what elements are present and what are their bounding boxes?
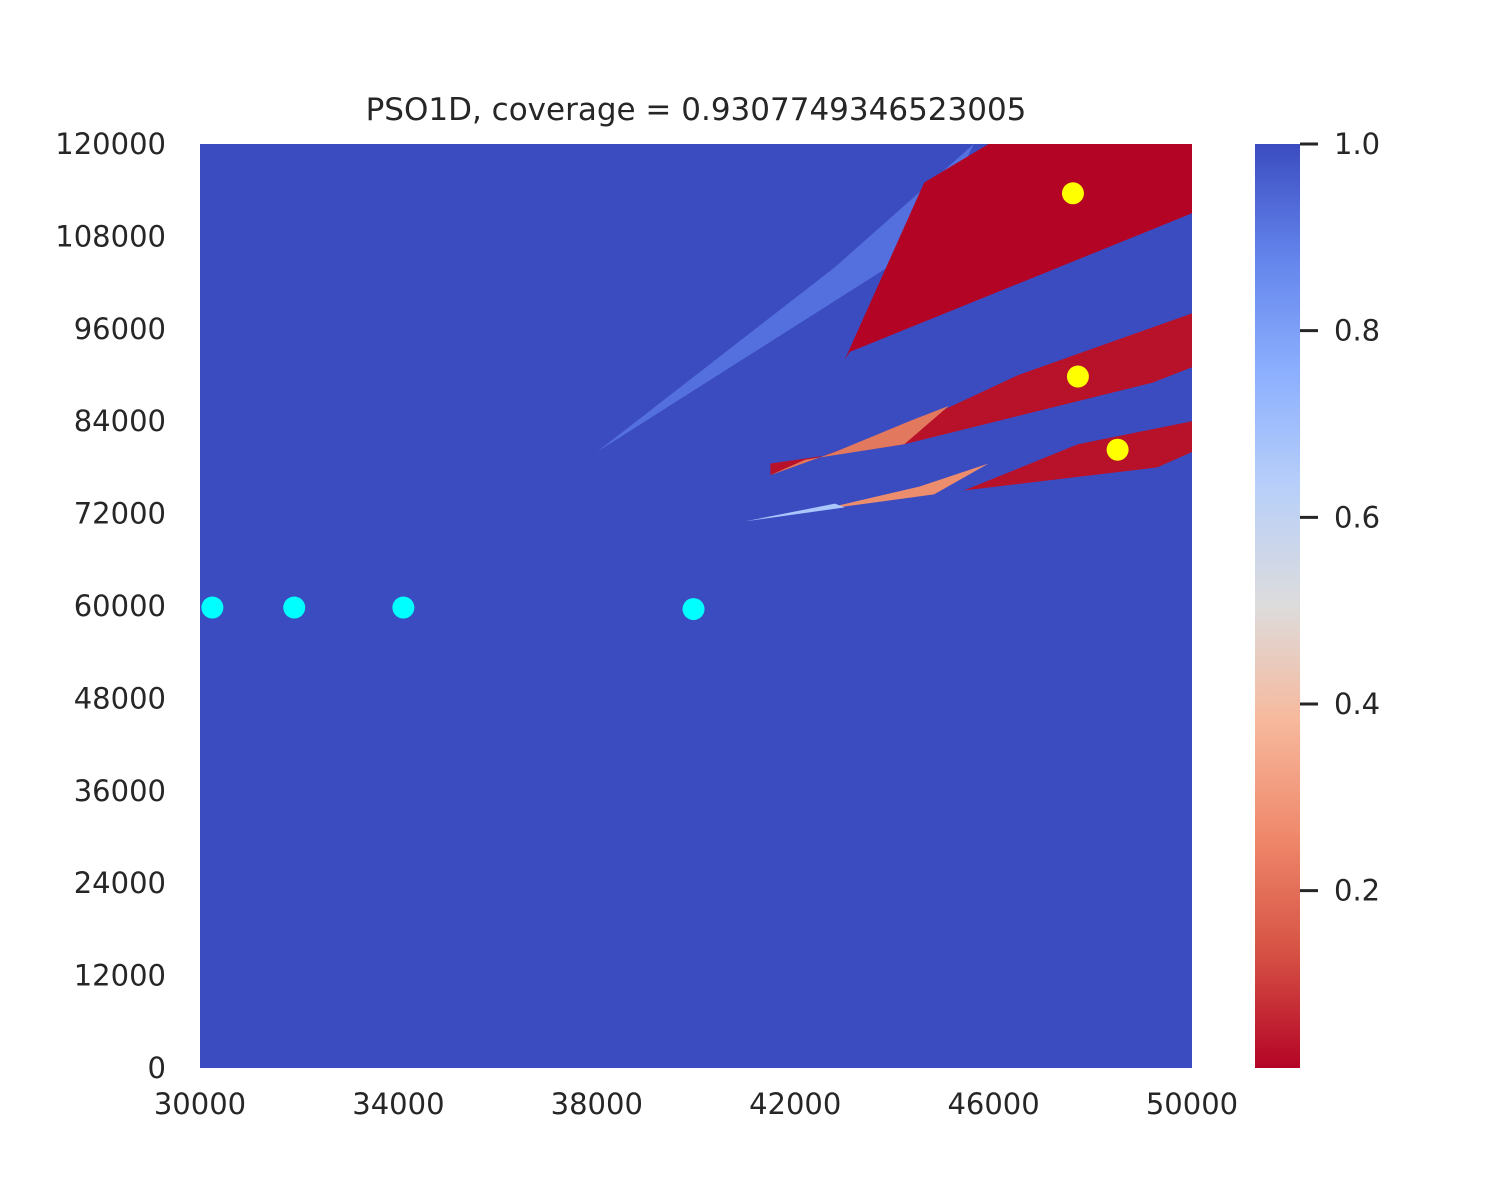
region-middle-red-region — [770, 313, 1192, 476]
colorbar-tick-label: 0.6 — [1334, 500, 1380, 534]
plot-area — [200, 144, 1192, 1068]
x-axis: 30000 34000 38000 42000 46000 50000 — [154, 1087, 1238, 1121]
y-tick-label: 36000 — [74, 774, 166, 808]
chart-title: PSO1D, coverage = 0.9307749346523005 — [366, 92, 1027, 128]
y-tick-label: 24000 — [74, 866, 166, 900]
yellow-point — [1066, 365, 1089, 388]
cyan-point — [392, 596, 415, 619]
cyan-point — [682, 598, 705, 621]
y-tick-label: 120000 — [55, 127, 166, 161]
region-middle-salmon-band — [770, 405, 949, 476]
colorbar: 0.2 0.4 0.6 0.8 1.0 — [1255, 127, 1380, 1068]
yellow-point — [1106, 438, 1129, 461]
region-lower-red-region — [963, 421, 1192, 491]
x-tick-label: 42000 — [749, 1087, 841, 1121]
y-tick-label: 12000 — [74, 959, 166, 993]
x-tick-label: 30000 — [154, 1087, 246, 1121]
region-lower-pale-sliver — [745, 503, 845, 522]
y-tick-label: 84000 — [74, 404, 166, 438]
y-tick-label: 60000 — [74, 589, 166, 623]
colorbar-tick-label: 0.8 — [1334, 314, 1380, 348]
colorbar-tick-label: 1.0 — [1334, 127, 1380, 161]
x-tick-label: 34000 — [352, 1087, 444, 1121]
y-tick-label: 108000 — [55, 219, 166, 253]
cyan-point — [201, 596, 224, 619]
colorbar-tick-label: 0.4 — [1334, 687, 1380, 721]
colorbar-tick-label: 0.2 — [1334, 874, 1380, 908]
colorbar-gradient — [1255, 144, 1300, 1068]
y-tick-label: 0 — [148, 1051, 166, 1085]
x-tick-label: 46000 — [947, 1087, 1039, 1121]
yellow-point — [1061, 182, 1084, 205]
region-upper-red-region — [844, 144, 1192, 360]
y-axis: 0 12000 24000 36000 48000 60000 72000 84000 9600… — [55, 127, 166, 1085]
x-tick-label: 38000 — [551, 1087, 643, 1121]
y-tick-label: 48000 — [74, 681, 166, 715]
y-tick-label: 72000 — [74, 497, 166, 531]
y-tick-label: 96000 — [74, 312, 166, 346]
cyan-point — [283, 596, 306, 619]
x-tick-label: 50000 — [1146, 1087, 1238, 1121]
